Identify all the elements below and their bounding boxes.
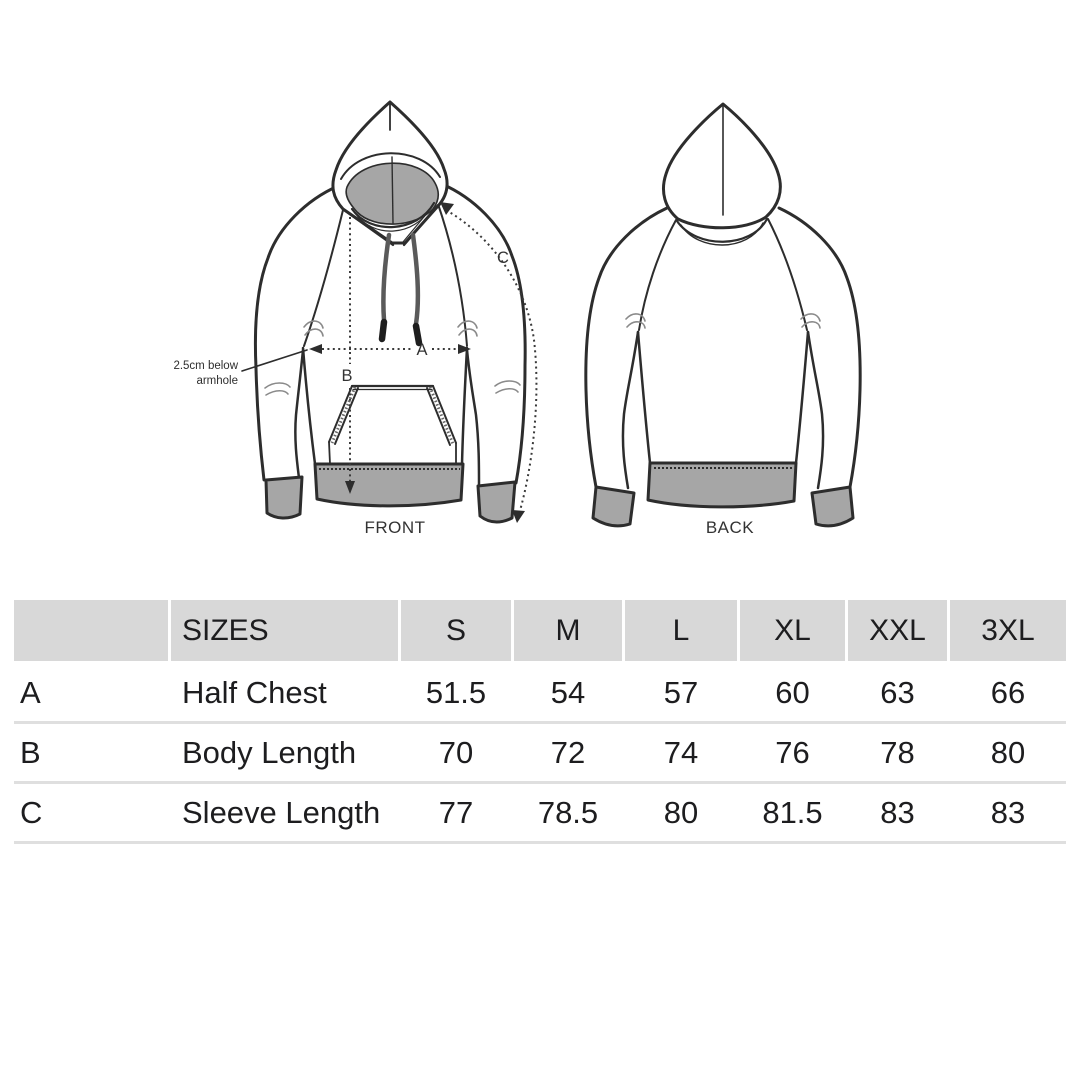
measure-b-label: B bbox=[341, 367, 352, 385]
table-header-row: SIZES S M L XL XXL 3XL bbox=[14, 600, 1066, 661]
header-cell-sizes: SIZES bbox=[171, 600, 398, 661]
back-right-sleeve bbox=[777, 206, 862, 528]
measure-c-label: C bbox=[497, 249, 509, 267]
row-value: 83 bbox=[990, 794, 1026, 830]
back-caption: BACK bbox=[706, 518, 754, 537]
table-row-sleeve-length: C Sleeve Length 77 78.5 80 81.5 83 83 bbox=[14, 784, 1066, 844]
table-row-body-length: B Body Length 70 72 74 76 78 80 bbox=[14, 724, 1066, 784]
row-value: 80 bbox=[663, 794, 699, 830]
front-left-sleeve bbox=[253, 184, 340, 520]
row-value: 80 bbox=[990, 734, 1026, 770]
front-fold-squiggles bbox=[264, 320, 521, 396]
front-body bbox=[301, 203, 469, 508]
size-table: SIZES S M L XL XXL 3XL A Half Chest 51.5… bbox=[14, 600, 1066, 844]
row-value: 72 bbox=[550, 734, 586, 770]
row-letter: A bbox=[20, 674, 41, 710]
row-value: 57 bbox=[663, 674, 699, 710]
row-value: 78.5 bbox=[537, 794, 599, 830]
row-value: 74 bbox=[663, 734, 699, 770]
row-value: 81.5 bbox=[762, 794, 823, 830]
row-measurement: Half Chest bbox=[182, 674, 327, 710]
row-value: 60 bbox=[775, 674, 810, 710]
measure-c-line: C bbox=[440, 202, 538, 523]
front-hood bbox=[331, 100, 449, 247]
row-letter: C bbox=[20, 794, 43, 830]
header-cell-size-3xl: 3XL bbox=[950, 600, 1066, 661]
front-pocket bbox=[328, 384, 457, 465]
row-value: 77 bbox=[438, 794, 474, 830]
back-left-cuff bbox=[591, 485, 636, 528]
row-measurement: Sleeve Length bbox=[182, 794, 381, 830]
row-value: 63 bbox=[880, 674, 915, 710]
header-cell-empty bbox=[14, 600, 168, 661]
row-value: 51.5 bbox=[425, 674, 487, 710]
back-hem-band bbox=[646, 461, 798, 509]
measure-b-line: B bbox=[341, 217, 355, 494]
front-drawstrings bbox=[378, 232, 423, 347]
row-value: 78 bbox=[880, 734, 915, 770]
row-value: 76 bbox=[775, 734, 810, 770]
armhole-annotation-line2: armhole bbox=[196, 375, 238, 387]
row-value: 66 bbox=[990, 674, 1026, 710]
back-body bbox=[636, 218, 810, 509]
back-left-sleeve bbox=[584, 206, 669, 528]
front-left-cuff bbox=[264, 475, 304, 520]
row-value: 70 bbox=[438, 734, 474, 770]
header-cell-size-xl: XL bbox=[740, 600, 845, 661]
hoodie-front-diagram: A B C 2.5cm below armhole FRONT bbox=[173, 100, 538, 537]
row-letter: B bbox=[20, 734, 41, 770]
row-value: 83 bbox=[880, 794, 915, 830]
header-cell-size-m: M bbox=[514, 600, 622, 661]
row-value: 54 bbox=[550, 674, 586, 710]
back-hood bbox=[662, 102, 782, 246]
back-right-cuff bbox=[810, 485, 855, 528]
hoodie-back-diagram: BACK bbox=[584, 102, 862, 537]
header-cell-size-xxl: XXL bbox=[848, 600, 947, 661]
header-cell-size-s: S bbox=[401, 600, 511, 661]
row-measurement: Body Length bbox=[182, 734, 357, 770]
table-row-half-chest: A Half Chest 51.5 54 57 60 63 66 bbox=[14, 664, 1066, 724]
front-hem-band bbox=[313, 462, 465, 508]
header-cell-size-l: L bbox=[625, 600, 737, 661]
armhole-annotation: 2.5cm below armhole bbox=[173, 349, 308, 387]
armhole-annotation-line1: 2.5cm below bbox=[173, 360, 238, 372]
back-fold-squiggles bbox=[625, 313, 821, 329]
front-caption: FRONT bbox=[364, 518, 425, 537]
measure-a-label: A bbox=[416, 341, 427, 359]
measure-a-line: A bbox=[309, 341, 471, 359]
front-right-sleeve bbox=[440, 182, 527, 524]
front-right-cuff bbox=[476, 480, 517, 524]
